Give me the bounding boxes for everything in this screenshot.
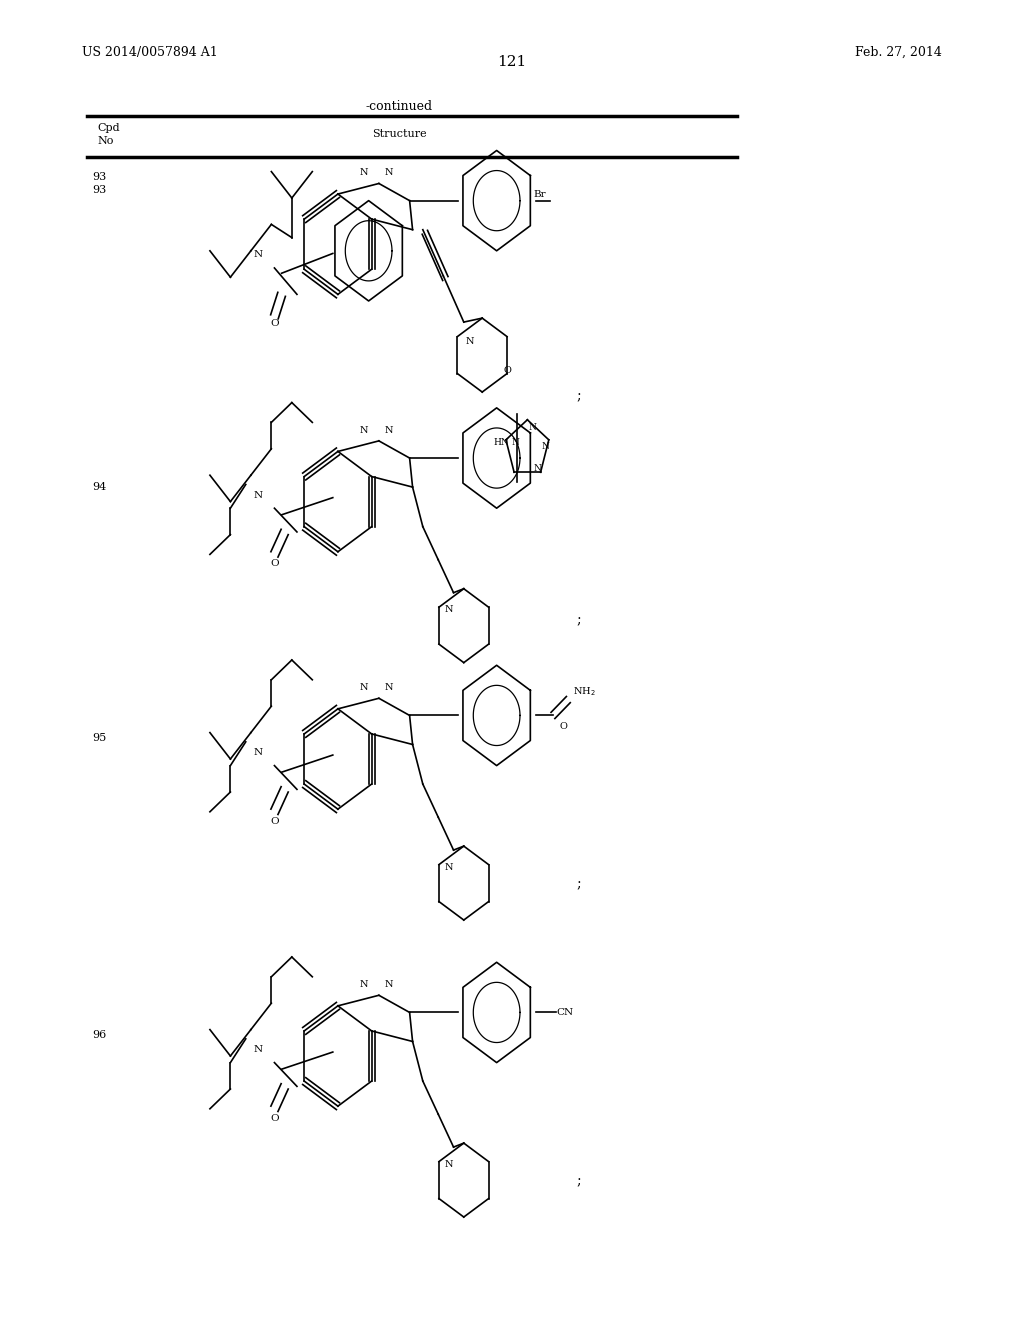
Text: N: N [254,1045,262,1053]
Text: Cpd: Cpd [97,123,120,133]
Text: ;: ; [577,614,581,627]
Text: 96: 96 [92,1030,106,1040]
Text: Feb. 27, 2014: Feb. 27, 2014 [855,46,942,59]
Text: N: N [359,169,368,177]
Text: N: N [385,981,393,989]
Text: ;: ; [577,878,581,891]
Text: N: N [359,426,368,434]
Text: N: N [254,748,262,756]
Text: 93: 93 [92,185,106,195]
Text: O: O [559,722,567,730]
Text: N: N [444,863,453,871]
Text: 93: 93 [92,172,106,182]
Text: Structure: Structure [372,129,427,140]
Text: N: N [359,684,368,692]
Text: N: N [542,442,550,450]
Text: 95: 95 [92,733,106,743]
Text: N: N [528,424,537,432]
Text: -continued: -continued [366,100,433,114]
Text: NH$_2$: NH$_2$ [573,685,596,698]
Text: O: O [270,1114,279,1122]
Text: CN: CN [557,1008,573,1016]
Text: ;: ; [577,1175,581,1188]
Text: O: O [270,319,279,327]
Text: N: N [385,169,393,177]
Text: 94: 94 [92,482,106,492]
Text: N: N [444,606,453,614]
Text: US 2014/0057894 A1: US 2014/0057894 A1 [82,46,218,59]
Text: N: N [466,338,474,346]
Text: N: N [511,438,519,446]
Text: No: No [97,136,114,147]
Text: ;: ; [577,389,581,403]
Text: N: N [254,251,262,259]
Text: Br: Br [534,190,546,198]
Text: HN: HN [494,438,510,446]
Text: N: N [359,981,368,989]
Text: N: N [534,465,542,473]
Text: O: O [504,367,512,375]
Text: O: O [270,560,279,568]
Text: N: N [444,1160,453,1168]
Text: O: O [270,817,279,825]
Text: N: N [254,491,262,499]
Text: N: N [385,426,393,434]
Text: N: N [385,684,393,692]
Text: 121: 121 [498,55,526,70]
